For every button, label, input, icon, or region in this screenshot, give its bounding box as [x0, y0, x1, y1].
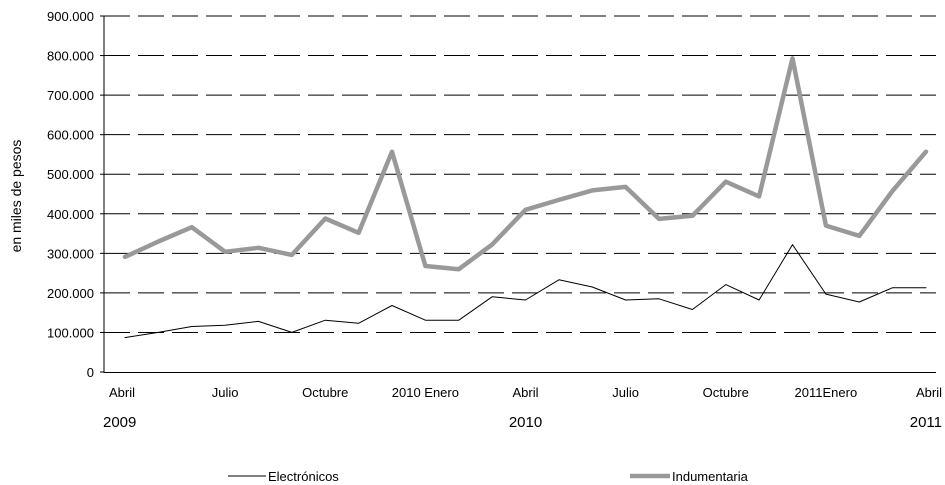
- x-tick-label: Abril: [916, 385, 942, 400]
- y-axis-ticks: 0 100.000 200.000 300.000 400.000 500.000 600.…: [47, 9, 104, 380]
- legend: Electrónicos Indumentaria: [228, 469, 749, 484]
- x-tick-label: Julio: [612, 385, 639, 400]
- y-tick-label: 500.000: [47, 167, 94, 182]
- y-tick-label: 200.000: [47, 286, 94, 301]
- x-tick-label: 2010 Enero: [392, 385, 459, 400]
- x-axis-ticks: Abril Julio Octubre 2010 Enero Abril Julio Oct…: [103, 385, 942, 431]
- y-tick-label: 400.000: [47, 207, 94, 222]
- x-tick-label: Abril: [512, 385, 538, 400]
- x-tick-label: 2011Enero: [795, 385, 858, 400]
- y-tick-label: 800.000: [47, 49, 94, 64]
- year-label: 2009: [103, 414, 136, 431]
- legend-label: Electrónicos: [268, 469, 339, 484]
- x-tick-label: Julio: [212, 385, 239, 400]
- y-tick-label: 700.000: [47, 88, 94, 103]
- series-lines: [122, 56, 929, 339]
- y-tick-label: 300.000: [47, 246, 94, 261]
- y-axis-label: en miles de pesos: [8, 140, 24, 253]
- legend-label: Indumentaria: [672, 469, 749, 484]
- x-tick-label: Octubre: [703, 385, 749, 400]
- series-line-indumentaria: [122, 56, 929, 272]
- y-tick-label: 100.000: [47, 325, 94, 340]
- y-tick-label: 900.000: [47, 9, 94, 24]
- series-line-electronicos: [124, 244, 927, 339]
- year-label: 2011: [910, 414, 942, 431]
- x-tick-label: Abril: [109, 385, 135, 400]
- year-label: 2010: [509, 414, 542, 431]
- y-tick-label: 600.000: [47, 128, 94, 143]
- gridlines: [104, 15, 936, 333]
- y-tick-label: 0: [87, 365, 94, 380]
- x-tick-label: Octubre: [302, 385, 348, 400]
